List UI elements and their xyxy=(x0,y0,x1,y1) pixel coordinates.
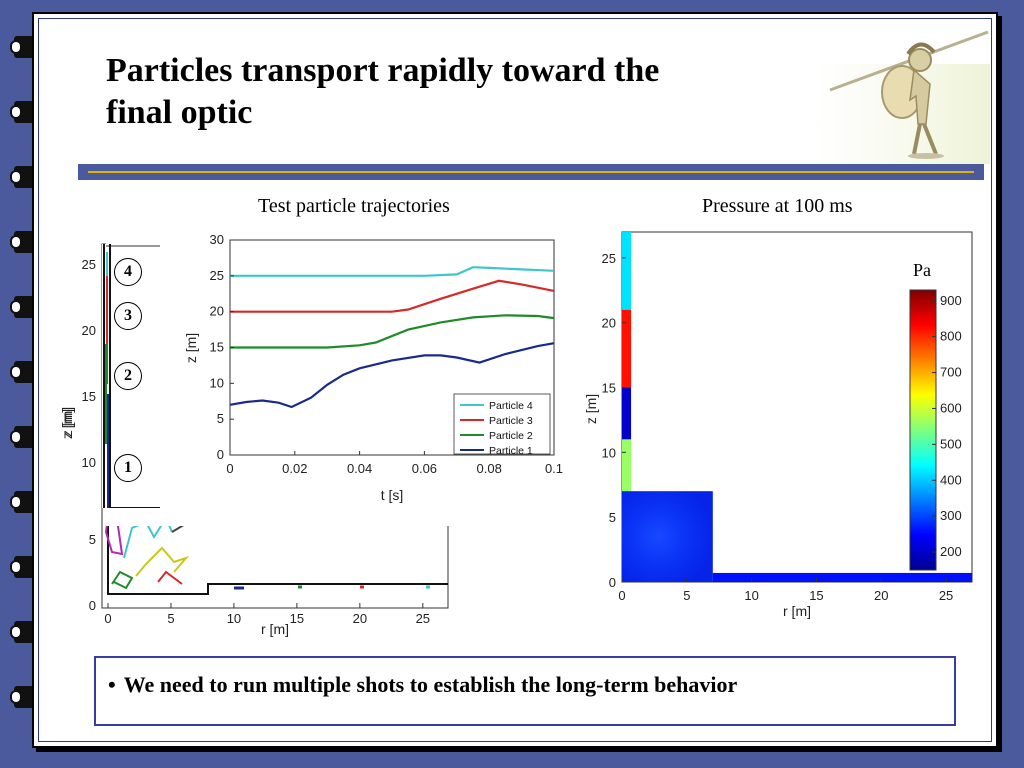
heatmap-xtick: 25 xyxy=(939,588,953,603)
heatmap-ytick: 5 xyxy=(609,510,616,525)
colorbar-tick: 500 xyxy=(940,436,962,451)
trajectory-red xyxy=(157,570,183,585)
heatmap-ytick: 15 xyxy=(602,381,616,396)
trajectory-ytick: 5 xyxy=(217,411,224,426)
geometry-ytick: 20 xyxy=(82,323,96,338)
geometry-ytick: 0 xyxy=(89,598,96,613)
geometry-column-strip xyxy=(102,244,160,508)
heatmap-xtick: 10 xyxy=(744,588,758,603)
particle-marker-1: 1 xyxy=(114,454,142,482)
colorbar xyxy=(909,289,937,571)
heatmap-region-column-top xyxy=(622,232,632,310)
trajectory-xtick: 0.08 xyxy=(477,461,502,476)
geometry-xlabel: r [m] xyxy=(261,621,289,637)
colorbar-unit: Pa xyxy=(913,260,931,280)
trajectory-xtick: 0.02 xyxy=(282,461,307,476)
trajectory-ytick: 10 xyxy=(210,375,224,390)
geometry-xtick: 10 xyxy=(227,611,241,626)
legend-label: Particle 3 xyxy=(489,415,533,427)
series-line-particle-4 xyxy=(230,266,555,277)
colorbar-tick: 900 xyxy=(940,293,962,308)
heatmap-ylabel: z [m] xyxy=(583,394,599,424)
heatmap-xtick: 5 xyxy=(683,588,690,603)
heatmap-ytick: 0 xyxy=(609,575,616,590)
trajectory-xtick: 0.06 xyxy=(412,461,437,476)
geometry-xtick: 0 xyxy=(104,611,111,626)
heatmap-region-beam-duct xyxy=(712,572,972,582)
geometry-ytick: 25 xyxy=(82,257,96,272)
trajectory-ytick: 30 xyxy=(210,232,224,247)
heatmap-ytick: 10 xyxy=(602,445,616,460)
geometry-xtick: 15 xyxy=(290,611,304,626)
colorbar-tick: 300 xyxy=(940,508,962,523)
heatmap-chamber-texture xyxy=(622,491,713,582)
trajectory-legend: Particle 4 Particle 3 Particle 2 Particle 1 xyxy=(453,393,551,457)
geometry-y-ticks-upper: 25 20 15 10 z [m] xyxy=(62,257,96,470)
legend-label: Particle 1 xyxy=(489,445,533,457)
spartan-warrior-icon xyxy=(810,30,990,164)
trajectory-green xyxy=(111,570,134,590)
caption-trajectories: Test particle trajectories xyxy=(258,195,450,217)
trajectory-ytick: 20 xyxy=(210,304,224,319)
heatmap-xtick: 15 xyxy=(809,588,823,603)
trajectory-ytick: 0 xyxy=(217,447,224,462)
heatmap-ytick: 20 xyxy=(602,316,616,331)
heatmap-xtick: 0 xyxy=(618,588,625,603)
trajectory-ytick: 15 xyxy=(210,340,224,355)
colorbar-tick: 400 xyxy=(940,472,962,487)
colorbar-tick: 800 xyxy=(940,329,962,344)
legend-label: Particle 2 xyxy=(489,430,533,442)
geometry-ylabel: z [m] xyxy=(62,407,75,437)
geometry-ytick: 10 xyxy=(82,455,96,470)
legend-label: Particle 4 xyxy=(489,400,533,412)
geometry-ytick: 15 xyxy=(82,389,96,404)
particle-marker-4: 4 xyxy=(114,258,142,286)
geometry-ylabel-upper: z [m] xyxy=(62,409,75,439)
trajectory-ytick: 25 xyxy=(210,268,224,283)
heatmap-ytick: 25 xyxy=(602,251,616,266)
heatmap-region-column-upper xyxy=(622,309,632,388)
heatmap-xlabel: r [m] xyxy=(783,603,811,619)
trajectory-xlabel: t [s] xyxy=(381,487,404,503)
heatmap-region-column-mid xyxy=(622,387,632,440)
colorbar-tick: 600 xyxy=(940,400,962,415)
slide-frame xyxy=(38,18,992,742)
particle-marker-3: 3 xyxy=(114,302,142,330)
title-rule xyxy=(88,171,974,173)
geometry-ytick: 5 xyxy=(89,532,96,547)
slide-title: Particles transport rapidly toward the f… xyxy=(106,50,806,134)
trajectory-yellow xyxy=(135,546,190,577)
heatmap-xtick: 20 xyxy=(874,588,888,603)
title-line-2: final optic xyxy=(106,94,253,131)
pressure-heatmap: 0 5 10 15 20 25 0 5 10 15 20 25 r [m] z [m] Pa 200… xyxy=(583,231,973,619)
geometry-xtick: 25 xyxy=(416,611,430,626)
series-line-particle-3 xyxy=(230,279,555,313)
trajectory-xtick: 0 xyxy=(226,461,233,476)
trajectory-ylabel: z [m] xyxy=(183,333,199,363)
heatmap-region-column-lower xyxy=(622,439,632,492)
particle-marker-2: 2 xyxy=(114,362,142,390)
colorbar-tick: 700 xyxy=(940,365,962,380)
title-line-1: Particles transport rapidly toward the xyxy=(106,52,660,89)
trajectory-xtick: 0.04 xyxy=(347,461,372,476)
geometry-xtick: 5 xyxy=(167,611,174,626)
bullet-box: • We need to run multiple shots to establ… xyxy=(94,656,956,726)
bullet-dot: • xyxy=(108,672,116,697)
series-line-particle-1 xyxy=(229,342,555,409)
colorbar-tick: 200 xyxy=(940,544,962,559)
slide: Particles transport rapidly toward the f… xyxy=(32,12,998,748)
caption-pressure: Pressure at 100 ms xyxy=(702,195,853,217)
series-line-particle-2 xyxy=(230,314,555,349)
particle-markers: 4 3 2 1 xyxy=(114,258,144,498)
bullet-text: We need to run multiple shots to establi… xyxy=(123,672,738,697)
geometry-xtick: 20 xyxy=(353,611,367,626)
trajectory-xtick: 0.1 xyxy=(545,461,563,476)
bullet-item: • We need to run multiple shots to establ… xyxy=(108,672,737,698)
